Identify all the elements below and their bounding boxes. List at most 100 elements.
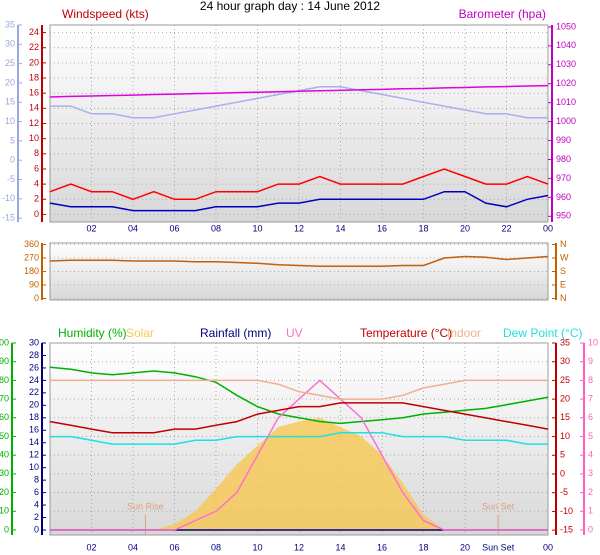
y-tick-label: 1030 <box>556 59 576 69</box>
y-tick-label: 16 <box>29 425 39 435</box>
y-tick-label: 30 <box>5 39 15 49</box>
x-tick-label: 10 <box>252 223 262 233</box>
chart-title: 24 hour graph day : 14 June 2012 <box>200 0 380 13</box>
y-tick-label: 12 <box>29 450 39 460</box>
x-tick-label: 20 <box>460 223 470 233</box>
y-tick-label: 2 <box>34 512 39 522</box>
y-tick-label: -15 <box>2 213 15 223</box>
line <box>49 168 549 201</box>
y-tick-label: 0 <box>34 293 39 303</box>
legend-entry: Humidity (%) <box>58 326 127 340</box>
y-tick-label: 0 <box>560 468 565 478</box>
y-tick-label: 1050 <box>556 21 576 31</box>
y-tick-label: 9 <box>588 356 593 366</box>
legend-entry: Indoor <box>447 326 481 340</box>
y-tick-label: 30 <box>0 468 9 478</box>
x-tick-label: 00 <box>543 223 553 233</box>
x-tick-label: Sun Set <box>482 542 515 552</box>
y-tick-label: 1020 <box>556 78 576 88</box>
line <box>50 432 548 445</box>
y-axis-title: Windspeed (kts) <box>62 7 149 21</box>
y-tick-label: 0 <box>10 155 15 165</box>
y-tick-label: 1000 <box>556 116 576 126</box>
area <box>50 417 548 530</box>
annotation: Sun Rise <box>127 501 164 511</box>
x-tick-label: 14 <box>335 223 345 233</box>
x-tick-label: 06 <box>169 223 179 233</box>
y-tick-label: 990 <box>556 135 571 145</box>
y-tick-label: -5 <box>7 174 15 184</box>
y-tick-label: 1040 <box>556 40 576 50</box>
y-tick-label: 5 <box>560 450 565 460</box>
annotation: Sun Set <box>482 501 515 511</box>
x-tick-label: 08 <box>211 223 221 233</box>
y-tick-label: 18 <box>29 72 39 82</box>
line <box>50 379 548 531</box>
y-tick-label: 6 <box>588 412 593 422</box>
y-tick-label: 8 <box>34 475 39 485</box>
legend-entry: Temperature (°C) <box>360 326 452 340</box>
y-tick-label: W <box>560 252 569 262</box>
y-tick-label: 2 <box>588 487 593 497</box>
x-tick-label: 22 <box>501 223 511 233</box>
y-tick-label: 22 <box>29 387 39 397</box>
y-tick-label: 35 <box>560 337 570 347</box>
y-tick-label: 0 <box>34 524 39 534</box>
y-tick-label: 16 <box>29 88 39 98</box>
y-tick-label: 24 <box>29 375 39 385</box>
y-tick-label: -5 <box>560 487 568 497</box>
y-tick-label: -15 <box>560 525 573 535</box>
y-tick-label: 15 <box>560 412 570 422</box>
y-tick-label: 90 <box>0 356 9 366</box>
y-tick-label: 5 <box>10 135 15 145</box>
y-tick-label: 5 <box>588 431 593 441</box>
y-tick-label: 10 <box>588 337 598 347</box>
y-tick-label: 10 <box>5 116 15 126</box>
y-tick-label: 4 <box>588 450 593 460</box>
legend-entry: UV <box>286 326 303 340</box>
y2-axis-title: Barometer (hpa) <box>459 7 546 21</box>
y-tick-label: 50 <box>0 431 9 441</box>
y-tick-label: 0 <box>4 524 9 534</box>
y-tick-label: -10 <box>2 193 15 203</box>
line <box>49 402 549 434</box>
y-tick-label: 0 <box>34 209 39 219</box>
x-tick-label: 04 <box>128 223 138 233</box>
y-tick-label: N <box>560 293 567 303</box>
y-tick-label: 2 <box>34 194 39 204</box>
y-tick-label: 90 <box>29 279 39 289</box>
y-tick-label: 100 <box>0 337 9 347</box>
y-tick-label: -10 <box>560 506 573 516</box>
y-tick-label: 8 <box>34 148 39 158</box>
x-tick-label: 12 <box>294 542 304 552</box>
y-tick-label: 28 <box>29 350 39 360</box>
y-tick-label: 10 <box>29 133 39 143</box>
y-tick-label: 6 <box>34 487 39 497</box>
y-tick-label: 1 <box>588 506 593 516</box>
y-tick-label: 14 <box>29 437 39 447</box>
y-tick-label: 10 <box>560 431 570 441</box>
x-tick-label: 16 <box>377 223 387 233</box>
y-tick-label: N <box>560 239 567 249</box>
line <box>49 366 549 425</box>
x-tick-label: 20 <box>460 542 470 552</box>
y-tick-label: 8 <box>588 375 593 385</box>
y-tick-label: 30 <box>29 337 39 347</box>
x-tick-label: 04 <box>128 542 138 552</box>
y-tick-label: 950 <box>556 211 571 221</box>
y-tick-label: 1010 <box>556 97 576 107</box>
y-tick-label: 4 <box>34 178 39 188</box>
y-tick-label: 0 <box>588 524 593 534</box>
y-tick-label: 970 <box>556 173 571 183</box>
y-tick-label: 12 <box>29 118 39 128</box>
line <box>50 379 548 400</box>
y-tick-label: 40 <box>0 450 9 460</box>
y-tick-label: 980 <box>556 154 571 164</box>
y-tick-label: 20 <box>5 77 15 87</box>
y-tick-label: 20 <box>29 57 39 67</box>
x-tick-label: 02 <box>86 223 96 233</box>
y-tick-label: 20 <box>29 400 39 410</box>
line <box>49 255 549 268</box>
y-tick-label: 4 <box>34 499 39 509</box>
y-tick-label: 20 <box>0 487 9 497</box>
